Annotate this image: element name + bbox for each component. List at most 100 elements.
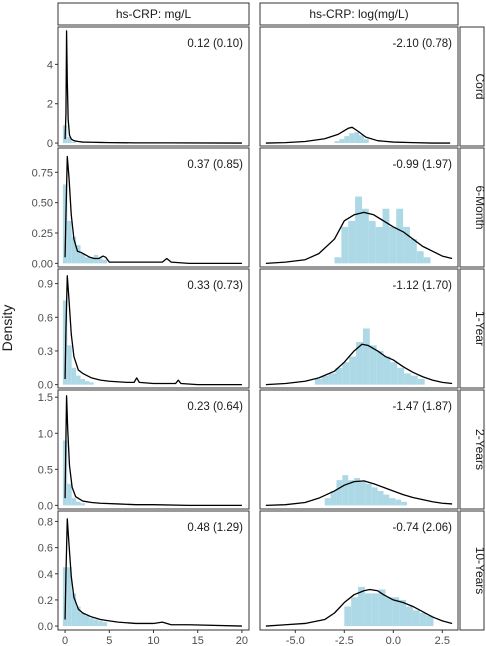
histogram-bar (377, 490, 384, 506)
histogram-bar (401, 501, 408, 506)
row-strip-label: 1-Year (473, 311, 486, 346)
histogram-bar (76, 245, 81, 264)
histogram-bar (98, 620, 103, 627)
histogram-bar (416, 251, 424, 264)
histogram-bar (334, 141, 340, 144)
density-curve (64, 275, 242, 386)
histogram-bar (383, 494, 390, 506)
row-strip (459, 26, 485, 147)
y-tick-label: 0.6 (38, 543, 53, 555)
x-tick-label: -5.0 (286, 635, 305, 646)
panel: -2.10 (0.78) (259, 26, 459, 147)
density-curve (265, 211, 453, 265)
panel: -1.12 (1.70) (259, 268, 459, 389)
histogram-bar (348, 220, 356, 264)
panel-border (57, 26, 250, 147)
histogram-bar (314, 379, 322, 385)
histogram-bar (71, 498, 77, 506)
histogram-bar (62, 184, 68, 264)
histogram-bar (356, 341, 363, 385)
histogram-bar (364, 593, 372, 627)
panel-plot-area (62, 155, 242, 265)
histogram-bar (71, 367, 77, 385)
row-strip-label: 2-Years (473, 429, 486, 470)
histogram-bar (399, 599, 407, 627)
histogram-bar (358, 586, 365, 627)
histogram-bar (395, 499, 402, 506)
y-tick-label: 0.75 (32, 167, 53, 179)
panel-border (259, 147, 459, 268)
histogram-bar (355, 196, 362, 264)
panel-plot-area (265, 196, 453, 265)
column-strip-label: hs-CRP: mg/L (116, 7, 192, 21)
histogram-bar (397, 367, 405, 385)
row-strip (459, 510, 485, 631)
histogram-bar (344, 136, 350, 144)
column-strips: hs-CRP: mg/L hs-CRP: log(mg/L) (57, 2, 459, 26)
histogram-bar (349, 356, 357, 385)
histogram-bar (404, 373, 411, 385)
panel-plot-area (265, 475, 453, 507)
panel-border (259, 26, 459, 147)
histogram-bar (369, 345, 377, 385)
histogram-bar (375, 226, 383, 264)
histogram-bar (368, 220, 376, 264)
y-tick-label: 2 (47, 99, 53, 111)
x-tick-label: 0 (62, 635, 68, 646)
histogram-bar (365, 483, 372, 506)
row-strip (459, 268, 485, 389)
histogram-bar (324, 498, 331, 506)
summary-annotation: -2.10 (0.78) (393, 38, 453, 50)
histogram-bar (67, 220, 72, 264)
x-tick-label: 15 (192, 635, 204, 646)
y-tick-label: 0.50 (32, 198, 53, 210)
row-strips: Cord 6-Month 1-Year 2-Years 10-Years (459, 26, 486, 631)
x-tick-label: 10 (147, 635, 159, 646)
histogram-bar (102, 259, 108, 264)
y-tick-label: 0.25 (32, 228, 53, 240)
y-tick-label: 0.0 (38, 380, 53, 392)
histogram-bar (102, 622, 108, 627)
histogram-bar (383, 356, 391, 385)
histogram-bar (80, 379, 85, 385)
histogram-bar (426, 615, 434, 627)
histogram-bar (349, 133, 355, 144)
y-tick-label: 1.5 (38, 392, 53, 404)
histogram-bar (80, 253, 85, 264)
y-tick-label: 0.8 (38, 516, 53, 528)
panel-plot-area (62, 30, 242, 144)
histogram-bar (359, 135, 364, 144)
histogram-bar (76, 375, 81, 385)
histogram-bar (363, 139, 369, 144)
histogram-bar (67, 567, 72, 627)
histogram-bar (67, 483, 72, 506)
histogram-bar (76, 501, 81, 506)
histogram-bar (67, 345, 72, 385)
y-tick-label: 0.0 (38, 621, 53, 633)
panel-plot-area (265, 586, 453, 627)
y-axis-title: Density (0, 305, 15, 352)
summary-annotation: -0.74 (2.06) (393, 522, 453, 534)
y-axes: 0 2 4 0.00 0.25 0.50 0.75 0.0 0.3 0.6 0.9 0.0 0.5 1.0… (32, 59, 58, 633)
panel-border (259, 510, 459, 631)
row-strip-label: Cord (473, 73, 486, 99)
histogram-bar (389, 498, 396, 506)
histogram-bar (385, 597, 393, 627)
histogram-bar (354, 132, 359, 144)
summary-annotation: 0.37 (0.85) (187, 159, 243, 171)
y-tick-label: 0.4 (38, 569, 53, 581)
histogram-bar (410, 375, 418, 385)
y-tick-label: 0.3 (38, 346, 53, 358)
summary-annotation: -0.99 (1.97) (393, 159, 453, 171)
x-tick-label: 5 (106, 635, 112, 646)
histogram-bar (71, 593, 77, 627)
column-strip-label: hs-CRP: log(mg/L) (309, 7, 408, 21)
column-strip (57, 2, 250, 26)
histogram-bar (390, 362, 398, 385)
panel-plot-area (265, 126, 451, 144)
histogram-bar (80, 503, 85, 506)
histogram-bar (419, 613, 427, 627)
histogram-bar (382, 208, 390, 264)
histogram-bar (328, 373, 336, 385)
